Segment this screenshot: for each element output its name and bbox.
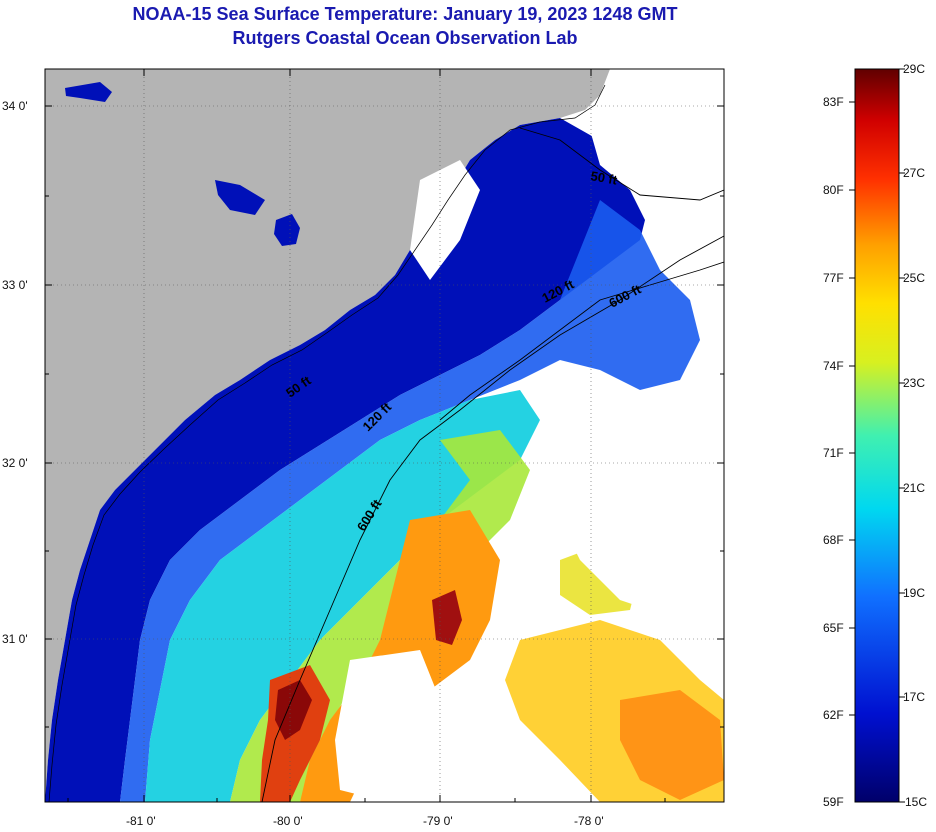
cbar-c-27: 27C <box>903 166 926 180</box>
map-border <box>44 68 725 803</box>
transition-water <box>145 390 540 802</box>
shelf-water <box>120 200 700 802</box>
cbar-f-80: 80F <box>823 183 844 197</box>
cloud-patch-4 <box>335 650 440 800</box>
cbar-c-23: 23C <box>903 376 926 390</box>
map-title: NOAA-15 Sea Surface Temperature: January… <box>132 4 678 24</box>
lat-label-34: 34 0' <box>2 99 28 113</box>
offshore-warm-2 <box>620 690 724 800</box>
cold-water-band <box>45 118 650 802</box>
lat-label-33: 33 0' <box>2 278 28 292</box>
inland-water-3 <box>274 214 300 246</box>
cbar-c-25: 25C <box>903 271 926 285</box>
map-subtitle: Rutgers Coastal Ocean Observation Lab <box>232 28 578 48</box>
contour-label-50ft-a: 50 ft <box>589 168 619 188</box>
cbar-f-59: 59F <box>823 795 844 809</box>
cbar-c-21: 21C <box>903 481 926 495</box>
cbar-f-65: 65F <box>823 621 844 635</box>
cbar-f-71: 71F <box>823 446 844 460</box>
cbar-f-77: 77F <box>823 271 844 285</box>
cbar-c-15: 15C <box>905 795 928 809</box>
lon-label-78: -78 0' <box>574 814 604 828</box>
lon-label-80: -80 0' <box>273 814 303 828</box>
land-area <box>45 69 610 802</box>
cbar-c-17: 17C <box>903 690 926 704</box>
lat-label-31: 31 0' <box>2 632 28 646</box>
cloud-patch-1 <box>535 400 724 640</box>
cloud-patch-3 <box>590 120 724 250</box>
warm-eddy <box>432 590 462 645</box>
lon-label-79: -79 0' <box>423 814 453 828</box>
colorbar <box>854 68 900 803</box>
contour-50ft <box>519 127 724 201</box>
cbar-f-83: 83F <box>823 95 844 109</box>
contour-600ft <box>261 235 724 802</box>
contour-120ft <box>439 261 724 421</box>
cbar-f-68: 68F <box>823 533 844 547</box>
cbar-f-74: 74F <box>823 359 844 373</box>
lon-label-81: -81 0' <box>126 814 156 828</box>
lat-label-32: 32 0' <box>2 456 28 470</box>
gulf-stream-core <box>275 680 312 740</box>
inland-water-1 <box>65 82 112 102</box>
inland-water-2 <box>215 180 265 215</box>
cbar-f-62: 62F <box>823 708 844 722</box>
cbar-c-29: 29C <box>903 62 926 76</box>
coastline <box>48 84 606 802</box>
cbar-c-19: 19C <box>903 586 926 600</box>
cloud-patch-2 <box>410 160 480 280</box>
